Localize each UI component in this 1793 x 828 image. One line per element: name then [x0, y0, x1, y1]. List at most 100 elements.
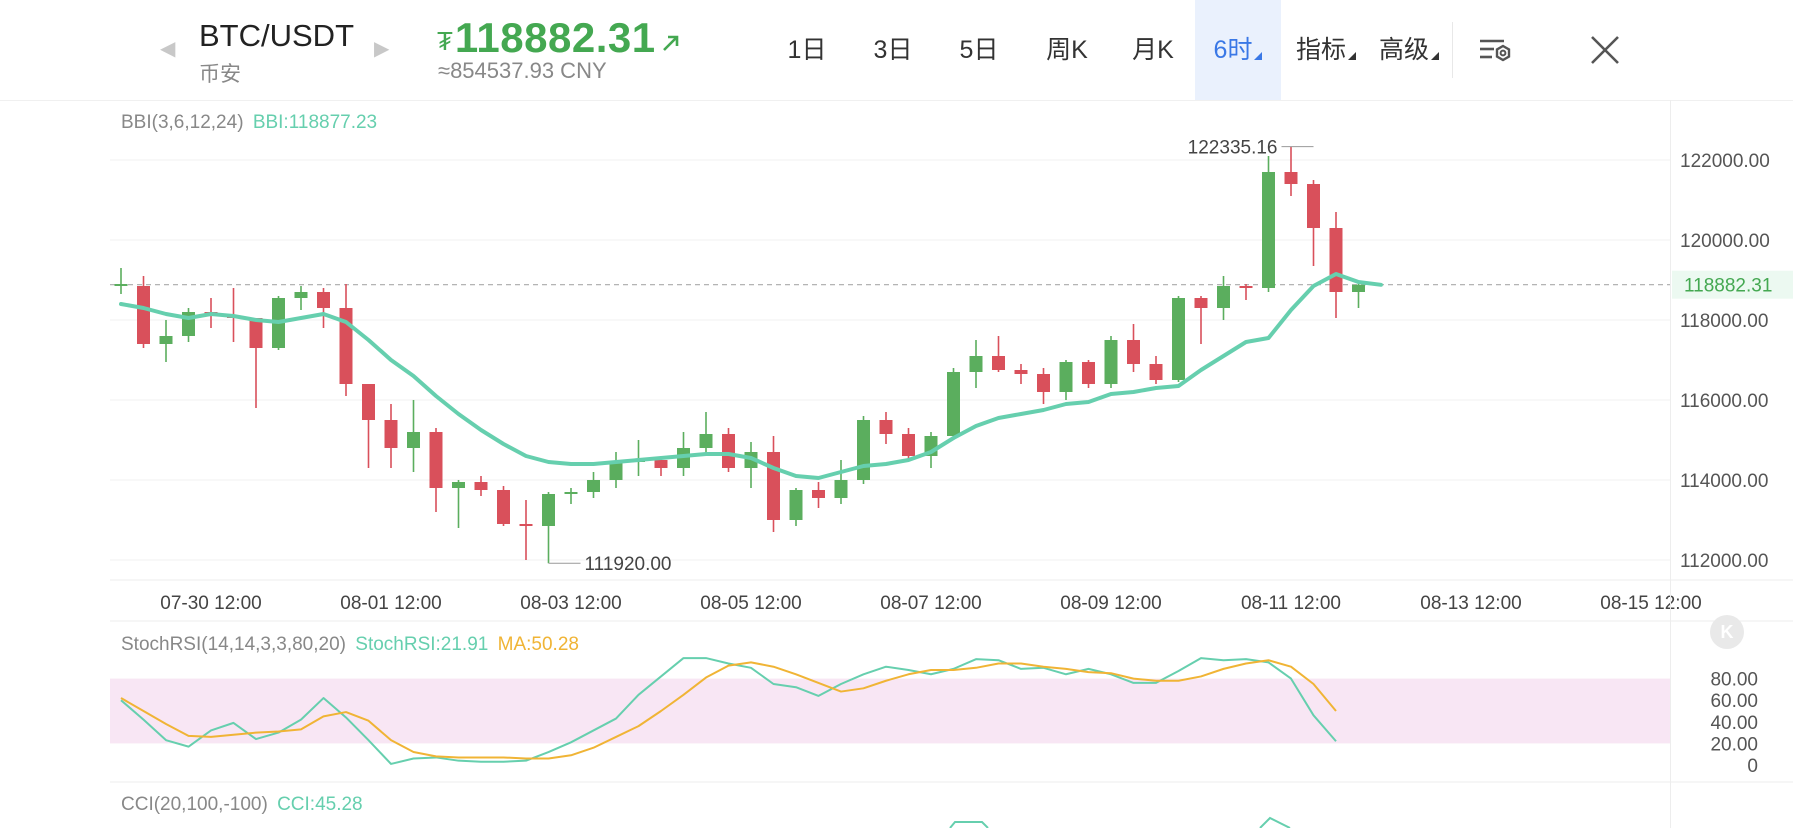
indicator-settings-icon[interactable]: [1478, 34, 1512, 66]
price-tick-label: 116000.00: [1680, 391, 1768, 412]
candle-down: [1149, 364, 1163, 380]
candle-down: [317, 292, 330, 308]
exchange-name: 币安: [199, 63, 241, 86]
candle-up: [609, 462, 623, 480]
candle-up: [452, 482, 465, 488]
header-divider: [0, 100, 1793, 101]
dropdown-triangle-icon: [1254, 52, 1263, 60]
tab-6h[interactable]: 6时: [1195, 0, 1281, 100]
currency-symbol: ₮: [437, 26, 453, 56]
price-cny: ≈854537.93 CNY: [438, 58, 607, 83]
candle-down: [497, 490, 510, 524]
candle-up: [114, 284, 128, 286]
price-value: 118882.31: [454, 14, 656, 61]
candle-up: [542, 494, 555, 526]
candle-down: [1194, 298, 1208, 308]
tab-advanced[interactable]: 高级: [1370, 0, 1448, 100]
candle-down: [879, 420, 893, 434]
candle-up: [789, 490, 803, 520]
cci-value: CCI:45.28: [277, 794, 363, 815]
main-legend: BBI(3,6,12,24) BBI:118877.23: [121, 112, 377, 134]
candle-up: [294, 292, 308, 298]
time-tick-label: 08-11 12:00: [1241, 593, 1341, 614]
cci-legend: CCI(20,100,-100) CCI:45.28: [121, 794, 363, 816]
stochrsi-tick-label: 80.00: [1710, 670, 1758, 691]
prev-arrow-icon[interactable]: ◀: [160, 38, 176, 60]
candle-down: [722, 434, 735, 468]
candle-down: [1014, 370, 1028, 374]
stochrsi-band: [110, 678, 1670, 744]
candle-up: [1059, 362, 1073, 392]
stochrsi-ma-line: [120, 659, 1337, 760]
cci-line: [949, 821, 989, 828]
candle-down: [1127, 340, 1140, 364]
toolbar-divider: [1452, 22, 1453, 78]
candle-up: [857, 420, 870, 480]
time-tick-label: 07-30 12:00: [160, 593, 261, 614]
candle-up: [159, 336, 173, 344]
dropdown-triangle-icon: [1431, 52, 1439, 60]
tab-week-k[interactable]: 周K: [1046, 36, 1088, 64]
candle-down: [249, 318, 263, 348]
time-tick-label: 08-05 12:00: [700, 593, 801, 614]
candle-down: [429, 432, 443, 488]
candle-down: [767, 452, 780, 520]
time-tick-label: 08-09 12:00: [1060, 593, 1161, 614]
dropdown-triangle-icon: [1348, 52, 1356, 60]
last-price: ₮ 118882.31: [437, 14, 682, 62]
close-icon[interactable]: [1589, 34, 1621, 66]
last-price-tag-label: 118882.31: [1684, 276, 1772, 297]
candle-up: [1104, 340, 1118, 384]
candle-down: [474, 482, 488, 490]
tab-month-k[interactable]: 月K: [1132, 36, 1174, 64]
candle-down: [1307, 184, 1320, 228]
tab-indicators[interactable]: 指标: [1285, 0, 1367, 100]
low-price-label: 111920.00: [585, 554, 672, 575]
last-price-tag: [1672, 270, 1793, 299]
tab-3d[interactable]: 3日: [873, 36, 913, 64]
candle-down: [519, 524, 533, 526]
price-tick-label: 118000.00: [1680, 311, 1768, 332]
stochrsi-label: StochRSI(14,14,3,3,80,20): [121, 634, 346, 655]
stochrsi-tick-label: 60.00: [1710, 691, 1758, 712]
pair-name: BTC/USDT: [199, 18, 354, 53]
k-button[interactable]: K: [1710, 615, 1744, 649]
candle-up: [834, 480, 848, 498]
tab-5d[interactable]: 5日: [959, 36, 999, 64]
stochrsi-tick-label: 0: [1747, 756, 1758, 777]
candle-down: [1239, 286, 1253, 288]
bbi-label: BBI(3,6,12,24): [121, 112, 244, 133]
candle-up: [1172, 298, 1185, 380]
price-tick-label: 112000.00: [1680, 551, 1768, 572]
stochrsi-ma-value: MA:50.28: [497, 634, 579, 655]
cci-line: [1259, 816, 1291, 828]
top-toolbar: ◀ BTC/USDT 币安 ▶ ₮ 118882.31 ≈854537.93 C…: [0, 0, 1793, 100]
price-tick-label: 114000.00: [1680, 471, 1768, 492]
cci-label: CCI(20,100,-100): [121, 794, 268, 815]
candle-down: [1082, 362, 1095, 384]
candle-up: [1352, 284, 1365, 292]
candle-up: [1262, 172, 1275, 288]
candle-down: [654, 460, 668, 468]
candle-up: [587, 480, 600, 492]
price-tick-label: 122000.00: [1680, 151, 1770, 172]
candle-down: [902, 434, 915, 456]
time-tick-label: 08-01 12:00: [340, 593, 441, 614]
time-tick-label: 08-15 12:00: [1600, 593, 1701, 614]
price-axis-border: [1670, 100, 1671, 828]
candle-down: [1037, 374, 1050, 392]
candle-up: [1217, 286, 1230, 308]
candle-up: [407, 432, 420, 448]
high-price-label: 122335.16: [1188, 138, 1278, 159]
candle-up: [969, 356, 983, 372]
candle-down: [137, 286, 150, 344]
time-tick-label: 08-07 12:00: [880, 593, 981, 614]
candle-down: [384, 420, 398, 448]
next-arrow-icon[interactable]: ▶: [374, 38, 390, 60]
stochrsi-line: [120, 657, 1337, 765]
tab-1d[interactable]: 1日: [787, 36, 827, 64]
candle-down: [812, 490, 825, 498]
trend-up-arrow-icon: [662, 35, 678, 51]
candle-down: [992, 356, 1005, 370]
